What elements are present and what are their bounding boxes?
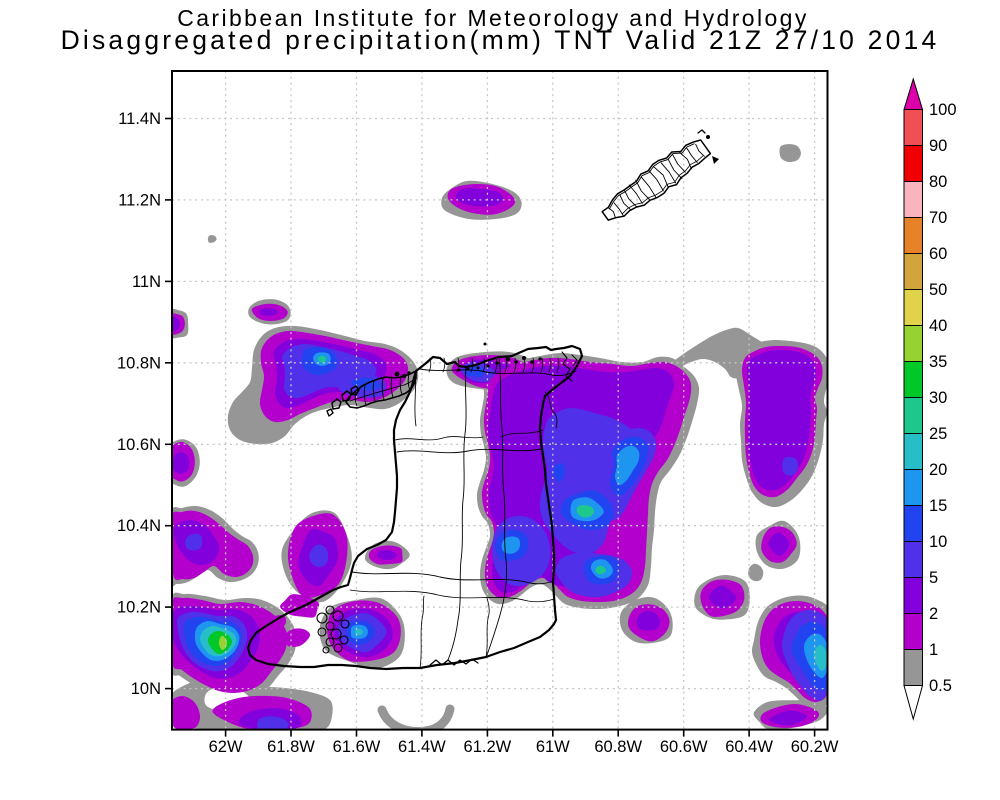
svg-text:61.8W: 61.8W	[267, 738, 315, 756]
svg-text:10.6N: 10.6N	[117, 436, 161, 454]
svg-text:Caribbean Institute for Meteor: Caribbean Institute for Meteorology and …	[177, 5, 809, 31]
svg-text:40: 40	[929, 317, 947, 335]
svg-text:60.8W: 60.8W	[594, 738, 642, 756]
svg-text:10N: 10N	[131, 680, 161, 698]
svg-text:0.5: 0.5	[929, 677, 952, 695]
svg-text:10.4N: 10.4N	[117, 517, 161, 535]
svg-text:20: 20	[929, 461, 947, 479]
svg-text:90: 90	[929, 137, 947, 155]
svg-text:60: 60	[929, 245, 947, 263]
svg-text:61.2W: 61.2W	[464, 738, 512, 756]
svg-text:25: 25	[929, 425, 947, 443]
svg-text:62W: 62W	[209, 738, 243, 756]
svg-text:10.2N: 10.2N	[117, 599, 161, 617]
svg-text:11.2N: 11.2N	[118, 191, 161, 209]
svg-text:70: 70	[929, 209, 947, 227]
svg-text:1: 1	[929, 641, 938, 659]
svg-text:10.8N: 10.8N	[117, 354, 161, 372]
svg-text:100: 100	[929, 101, 957, 119]
svg-text:11N: 11N	[132, 273, 161, 291]
svg-text:10: 10	[929, 533, 947, 551]
svg-text:35: 35	[929, 353, 947, 371]
svg-text:61.4W: 61.4W	[398, 738, 446, 756]
svg-text:61.6W: 61.6W	[333, 738, 381, 756]
svg-text:30: 30	[929, 389, 947, 407]
svg-text:2: 2	[929, 605, 938, 623]
svg-text:60.4W: 60.4W	[725, 738, 773, 756]
svg-text:Disaggregated precipitation(mm: Disaggregated precipitation(mm) TNT Vali…	[61, 25, 940, 55]
svg-text:5: 5	[929, 569, 938, 587]
svg-text:15: 15	[929, 497, 947, 515]
svg-text:61W: 61W	[536, 738, 570, 756]
svg-text:60.6W: 60.6W	[660, 738, 708, 756]
svg-text:60.2W: 60.2W	[791, 738, 839, 756]
svg-text:50: 50	[929, 281, 947, 299]
svg-text:11.4N: 11.4N	[118, 110, 161, 128]
svg-text:80: 80	[929, 173, 947, 191]
